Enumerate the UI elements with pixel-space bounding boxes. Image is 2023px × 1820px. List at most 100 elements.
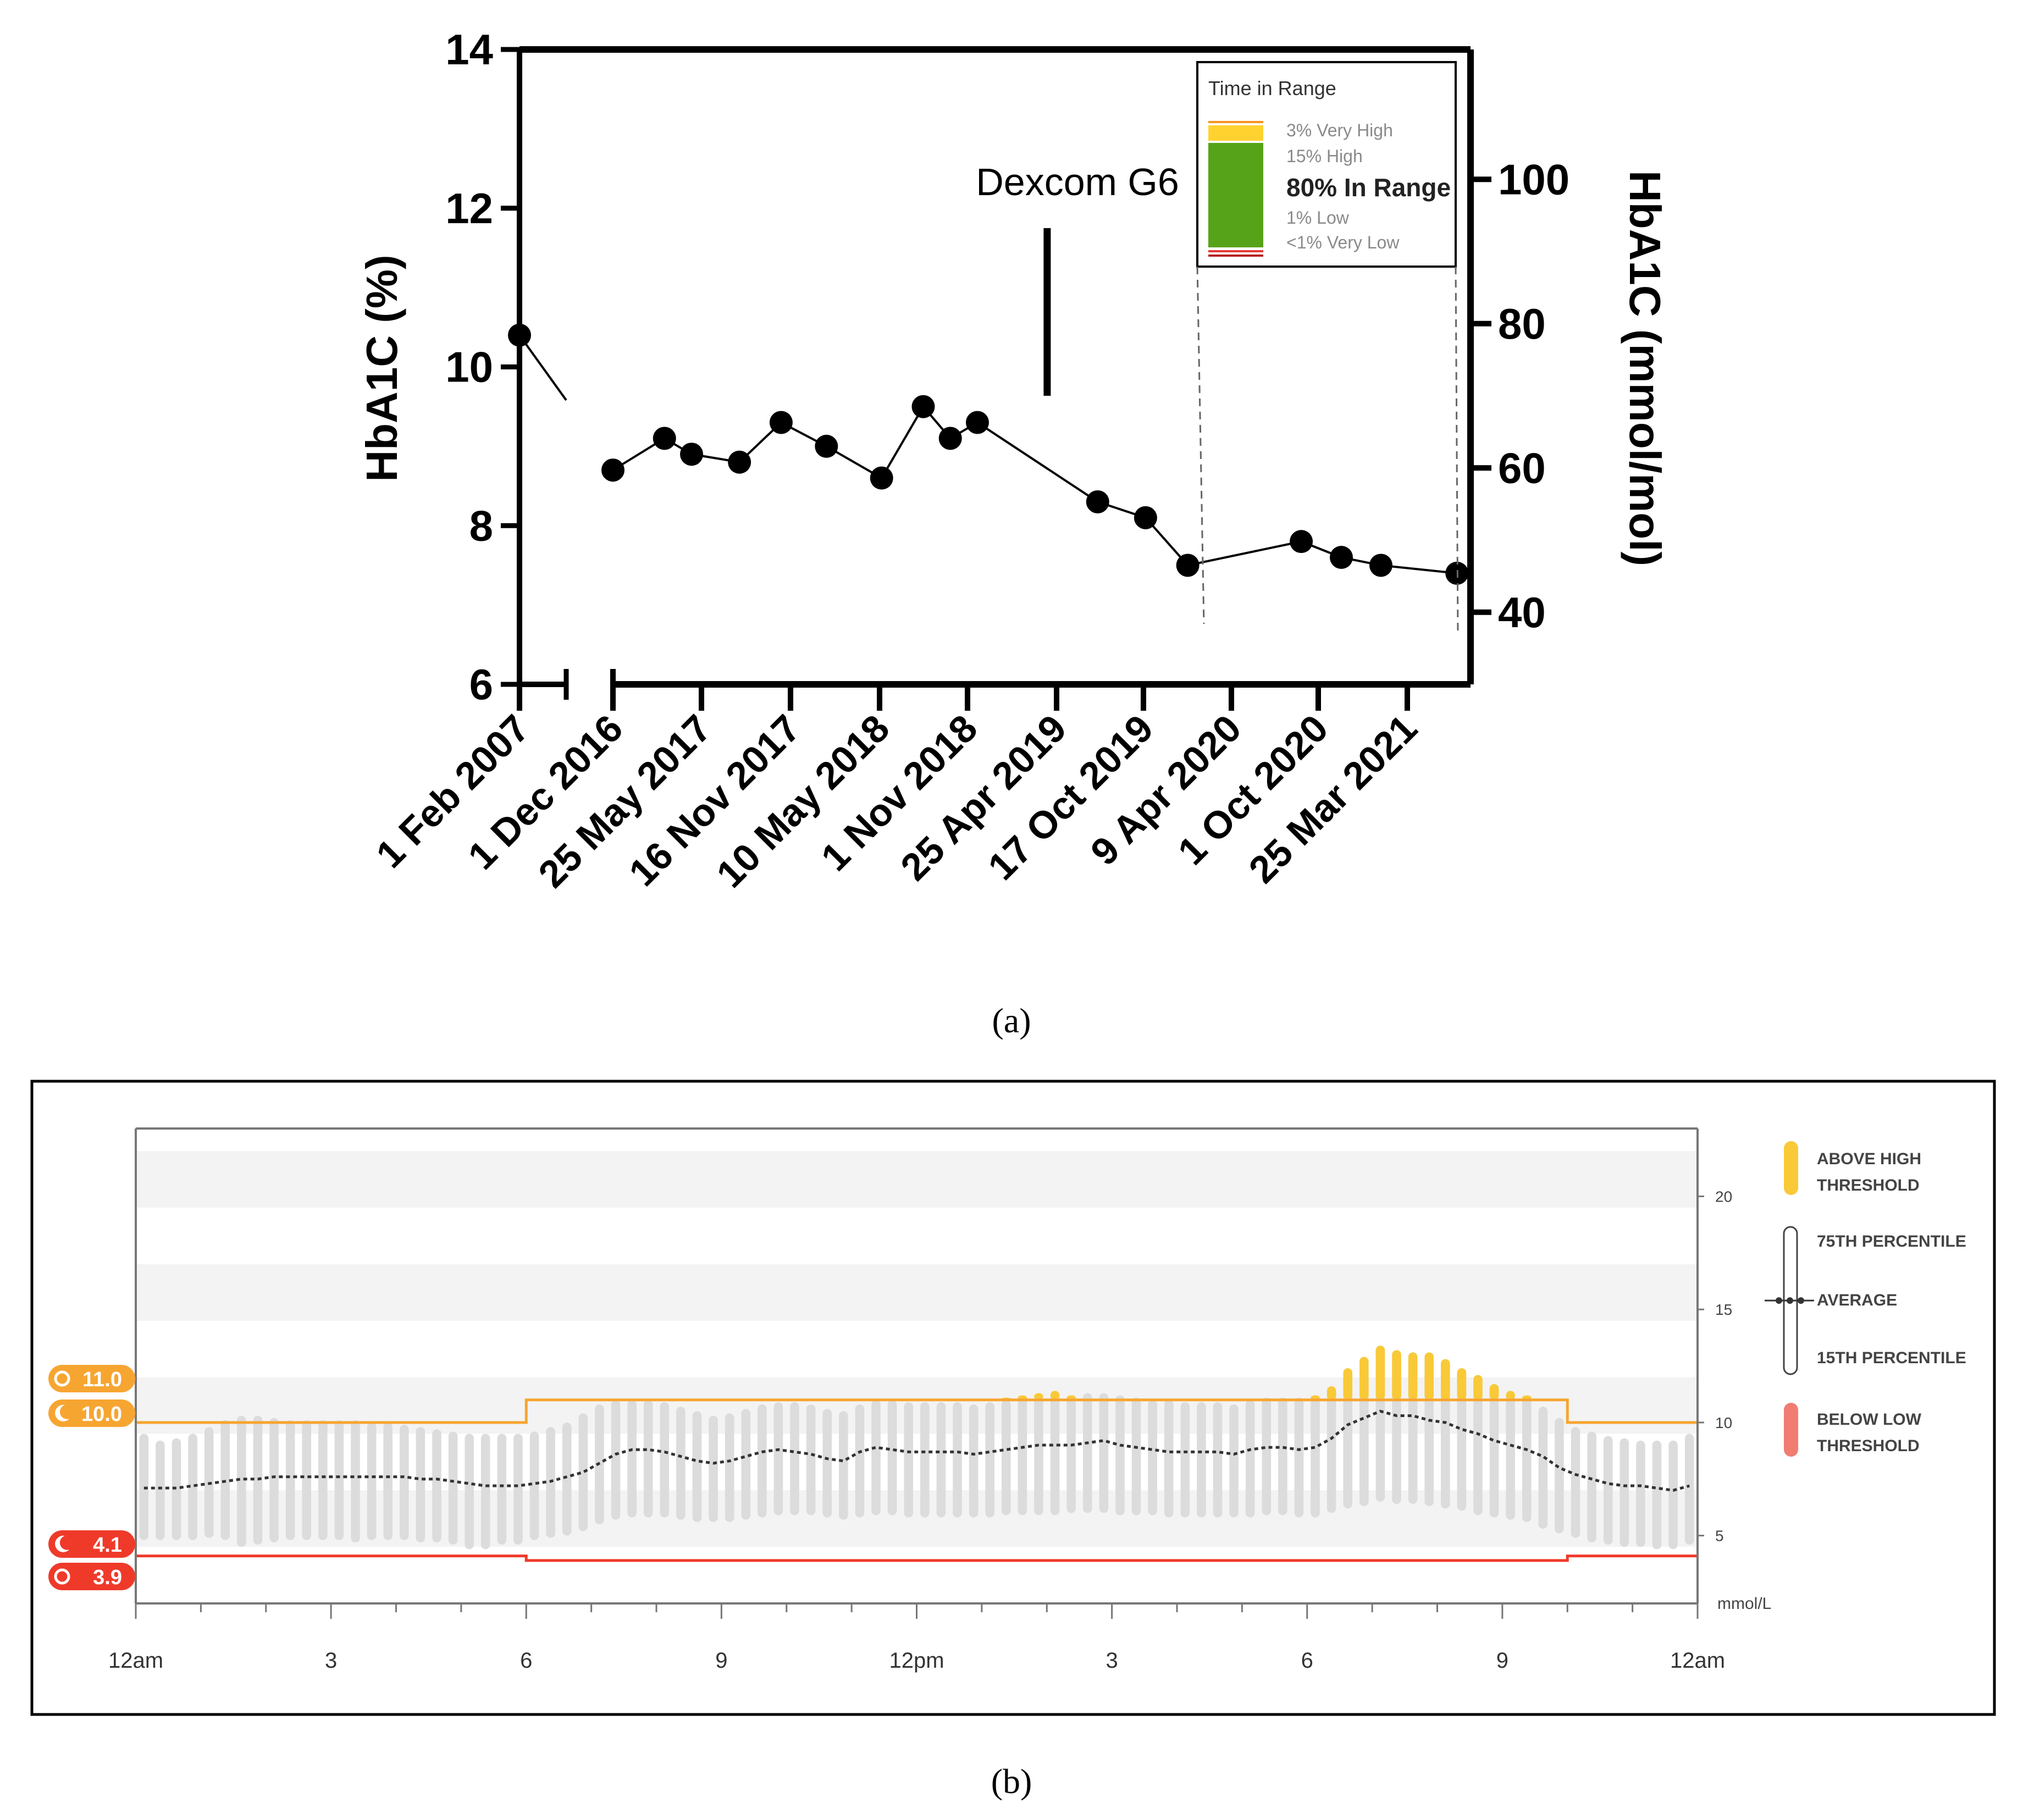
percentile-bar — [953, 1402, 962, 1518]
inset-bar-segment — [1208, 250, 1263, 252]
percentile-bar — [1457, 1368, 1467, 1511]
data-point — [680, 442, 704, 466]
low-threshold-line — [136, 1555, 1698, 1562]
percentile-bar — [1506, 1391, 1515, 1520]
panel-b-label: (b) — [991, 1762, 1032, 1801]
percentile-bar — [1115, 1395, 1125, 1515]
average-dot-icon — [1776, 1297, 1782, 1304]
percentile-bar — [367, 1422, 377, 1540]
above-high-bar — [1424, 1352, 1434, 1400]
inset-item-label: 3% Very High — [1286, 120, 1393, 140]
percentile-bar — [529, 1431, 539, 1540]
percentile-bar — [269, 1418, 279, 1542]
percentile-bar — [1066, 1395, 1076, 1513]
data-point — [938, 427, 962, 450]
percentile-bar — [806, 1404, 816, 1515]
percentile-bar — [285, 1420, 295, 1540]
left-tick-label: 6 — [469, 660, 493, 709]
panel-a-chart: 6 8 10 12 14 40 60 80 100 HbA1C (%) HbA1C (mmol/mo… — [357, 25, 1670, 896]
percentile-bar — [1489, 1384, 1499, 1518]
percentile-bar — [920, 1402, 930, 1518]
annotation-label: Dexcom G6 — [976, 161, 1179, 203]
percentile-bar — [1587, 1431, 1596, 1542]
percentile-bar — [709, 1415, 718, 1522]
percentile-bar — [465, 1434, 474, 1550]
data-point — [601, 458, 624, 482]
left-tick-label: 12 — [445, 184, 493, 233]
percentile-bar — [1082, 1393, 1092, 1513]
percentile-bar — [839, 1411, 848, 1520]
x-tick-label: 6 — [1301, 1648, 1313, 1673]
percentile-bar — [1018, 1397, 1027, 1515]
above-high-bar — [1050, 1391, 1060, 1400]
x-tick-label: 3 — [1106, 1648, 1118, 1673]
right-tick-label: 60 — [1498, 444, 1546, 492]
percentile-bar — [936, 1402, 946, 1518]
x-tick-label: 6 — [520, 1648, 532, 1673]
threshold-badge — [48, 1530, 135, 1558]
percentile-bar — [822, 1409, 832, 1518]
percentile-bar — [904, 1402, 913, 1518]
above-high-bar — [1375, 1345, 1385, 1400]
inset-connector — [1196, 266, 1205, 624]
percentile-bar — [1636, 1440, 1645, 1547]
y-tick-label: 10 — [1715, 1414, 1732, 1431]
panel-b-chart: 5 10 15 20 mmol/L 12am 3 6 9 12pm 3 6 9 12am 11.0 10.0 4… — [30, 1080, 1996, 1716]
percentile-bar — [1343, 1368, 1353, 1509]
inset-bar-segment — [1208, 143, 1263, 247]
threshold-badge-value: 3.9 — [93, 1566, 122, 1589]
x-tick-label: 12pm — [889, 1648, 944, 1673]
right-tick-label: 40 — [1498, 588, 1546, 637]
percentile-bar — [156, 1440, 165, 1540]
inset-item-label: 15% High — [1286, 146, 1363, 166]
data-point — [508, 323, 531, 347]
inset-connector — [1455, 266, 1459, 633]
percentile-bar — [1099, 1393, 1109, 1513]
percentile-bar — [773, 1402, 783, 1515]
legend-label: THRESHOLD — [1817, 1176, 1920, 1194]
percentile-bar — [237, 1415, 246, 1547]
data-point — [728, 450, 751, 474]
y-tick-label: 15 — [1715, 1301, 1732, 1318]
percentile-bar — [1326, 1386, 1336, 1513]
percentile-bar — [643, 1399, 653, 1518]
percentile-bar — [887, 1399, 897, 1515]
percentile-bar — [1131, 1397, 1141, 1515]
percentile-bar — [383, 1422, 393, 1540]
above-high-bar — [1343, 1368, 1353, 1400]
percentile-bar — [1522, 1397, 1532, 1522]
percentile-bar — [1619, 1438, 1629, 1547]
threshold-badge — [48, 1563, 135, 1590]
percentile-bar — [1278, 1397, 1287, 1515]
above-high-bar — [1392, 1350, 1401, 1400]
percentile-bar — [480, 1434, 490, 1550]
data-point — [815, 434, 838, 458]
percentile-bar — [1197, 1402, 1206, 1518]
percentile-bar — [1213, 1402, 1223, 1518]
moon-icon — [55, 1535, 69, 1552]
percentile-bar — [741, 1409, 751, 1520]
percentile-bar — [692, 1411, 702, 1522]
percentile-bar — [1668, 1440, 1678, 1550]
inset-item-label: 1% Low — [1286, 208, 1350, 228]
data-point — [1086, 490, 1109, 513]
series-segment-before-break — [518, 334, 567, 401]
percentile-bar — [302, 1420, 312, 1540]
panel-a-label: (a) — [992, 1001, 1031, 1040]
data-point — [1330, 546, 1353, 569]
percentile-bar — [1034, 1395, 1043, 1515]
right-tick-label: 80 — [1498, 300, 1546, 348]
inset-item-label: <1% Very Low — [1286, 233, 1400, 252]
percentile-bar — [1603, 1436, 1613, 1545]
x-tick-label: 3 — [325, 1648, 337, 1673]
percentile-bar — [188, 1434, 197, 1540]
percentile-bar — [562, 1422, 572, 1536]
above-high-bar — [1408, 1352, 1418, 1400]
percentile-bar — [985, 1402, 994, 1518]
threshold-badge-value: 11.0 — [82, 1368, 122, 1391]
left-tick-label: 14 — [445, 25, 493, 74]
threshold-badge — [48, 1365, 135, 1392]
percentile-bar — [1245, 1399, 1255, 1518]
threshold-badge-value: 4.1 — [93, 1534, 122, 1557]
